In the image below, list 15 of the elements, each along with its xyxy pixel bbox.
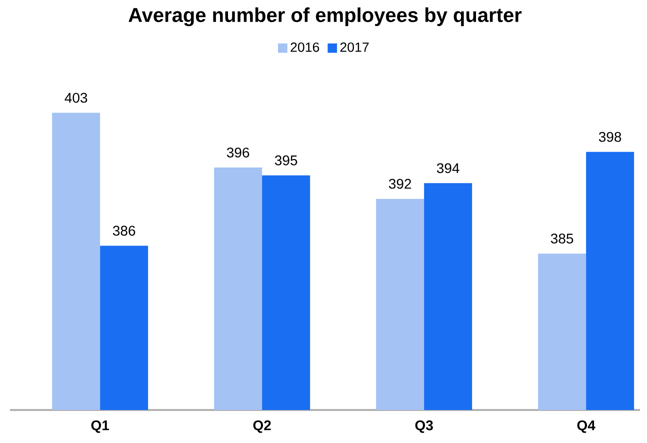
x-tick-label: Q2 bbox=[253, 420, 271, 433]
x-tick-label: Q1 bbox=[91, 420, 110, 433]
legend-label: 2016 bbox=[290, 42, 320, 52]
x-tick-label: Q4 bbox=[577, 420, 596, 433]
data-label: 394 bbox=[436, 163, 460, 174]
data-label: 392 bbox=[388, 178, 412, 189]
data-label: 403 bbox=[64, 92, 88, 103]
data-label: 396 bbox=[226, 148, 250, 158]
data-label: 386 bbox=[112, 226, 136, 236]
legend-label: 2017 bbox=[340, 42, 369, 52]
data-label: 398 bbox=[598, 132, 622, 142]
data-label: 385 bbox=[550, 234, 574, 244]
data-label: 395 bbox=[274, 155, 298, 166]
chart-title: Average number of employees by quarter bbox=[128, 7, 522, 26]
x-tick-label: Q3 bbox=[415, 420, 433, 433]
